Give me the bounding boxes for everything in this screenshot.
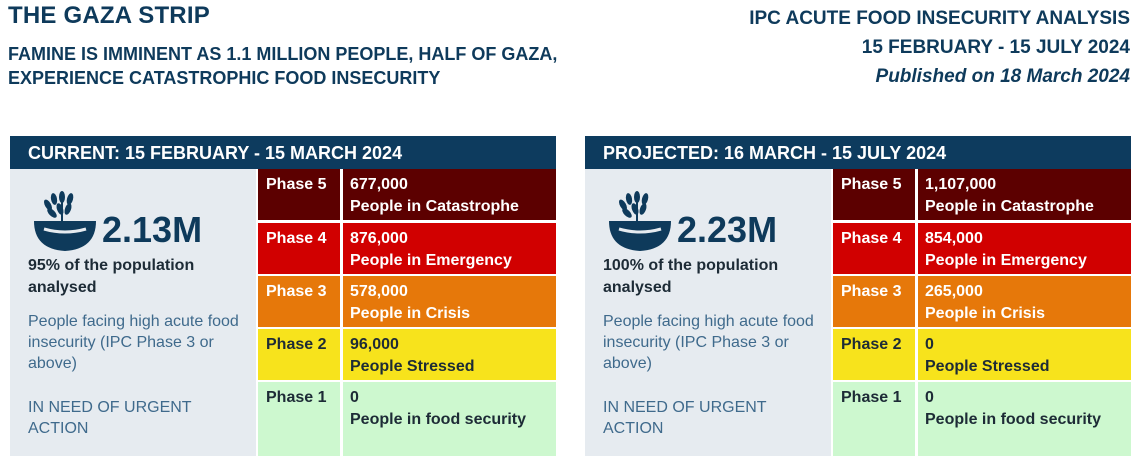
summary-box: 2.23M 100% of the population analysed Pe… (585, 169, 831, 456)
urgent-action-label: IN NEED OF URGENT ACTION (28, 399, 192, 437)
phase-row-3: Phase 3 578,000 People in Crisis (258, 276, 556, 327)
phase-name: Phase 4 (258, 223, 340, 274)
phase-value-cell: 0 People Stressed (918, 329, 1131, 380)
phase-name: Phase 4 (833, 223, 915, 274)
grain-bowl-icon (34, 191, 96, 251)
phase-value-cell: 265,000 People in Crisis (918, 276, 1131, 327)
phase-name: Phase 1 (833, 382, 915, 456)
phase-count: 265,000 (925, 283, 983, 300)
phase-row-1: Phase 1 0 People in food security (258, 382, 556, 456)
grain-bowl-icon (609, 191, 671, 251)
phase-row-4: Phase 4 876,000 People in Emergency (258, 223, 556, 274)
phase-label: People in Emergency (350, 252, 512, 269)
current-panel: CURRENT: 15 FEBRUARY - 15 MARCH 2024 2.1… (10, 136, 556, 456)
facing-description: People facing high acute food insecurity… (28, 313, 239, 372)
phase-label: People in food security (350, 411, 527, 428)
phase-value-cell: 96,000 People Stressed (343, 329, 556, 380)
phase-label: People in Catastrophe (925, 198, 1094, 215)
panel-header: PROJECTED: 16 MARCH - 15 JULY 2024 (585, 136, 1131, 169)
phase-count: 0 (925, 389, 934, 406)
population-percent: 95% of the population analysed (28, 257, 195, 296)
phase-row-1: Phase 1 0 People in food security (833, 382, 1131, 456)
phase-name: Phase 3 (833, 276, 915, 327)
phase-value-cell: 0 People in food security (343, 382, 556, 456)
phase-value-cell: 1,107,000 People in Catastrophe (918, 169, 1131, 220)
phase-value-cell: 578,000 People in Crisis (343, 276, 556, 327)
phase-label: People in Emergency (925, 252, 1087, 269)
phase-table: Phase 5 677,000 People in Catastrophe Pha… (258, 169, 556, 456)
phase-count: 854,000 (925, 230, 983, 247)
phase-name: Phase 2 (258, 329, 340, 380)
phase-count: 0 (925, 336, 934, 353)
phase-count: 578,000 (350, 283, 408, 300)
urgent-action-label: IN NEED OF URGENT ACTION (603, 399, 767, 437)
phase-row-3: Phase 3 265,000 People in Crisis (833, 276, 1131, 327)
phase-name: Phase 2 (833, 329, 915, 380)
published-date: Published on 18 March 2024 (875, 66, 1130, 87)
projected-panel: PROJECTED: 16 MARCH - 15 JULY 2024 2.23M… (585, 136, 1131, 456)
summary-box: 2.13M 95% of the population analysed Peo… (10, 169, 256, 456)
panel-header: CURRENT: 15 FEBRUARY - 15 MARCH 2024 (10, 136, 556, 169)
phase-label: People in Crisis (925, 305, 1046, 322)
phase-count: 0 (350, 389, 359, 406)
phase-count: 876,000 (350, 230, 408, 247)
phase-value-cell: 677,000 People in Catastrophe (343, 169, 556, 220)
page-title: THE GAZA STRIP (8, 2, 210, 29)
phase-name: Phase 3 (258, 276, 340, 327)
phase-name: Phase 1 (258, 382, 340, 456)
analysis-title: IPC ACUTE FOOD INSECURITY ANALYSIS (749, 8, 1130, 29)
phase-label: People Stressed (350, 358, 475, 375)
phase-row-2: Phase 2 96,000 People Stressed (258, 329, 556, 380)
population-percent: 100% of the population analysed (603, 257, 779, 296)
phase-name: Phase 5 (258, 169, 340, 220)
phase-label: People in food security (925, 411, 1102, 428)
page-subtitle: FAMINE IS IMMINENT AS 1.1 MILLION PEOPLE… (8, 44, 558, 88)
phase-value-cell: 854,000 People in Emergency (918, 223, 1131, 274)
phase-count: 96,000 (350, 336, 399, 353)
phase-label: People in Catastrophe (350, 198, 519, 215)
phase-name: Phase 5 (833, 169, 915, 220)
analysis-period: 15 FEBRUARY - 15 JULY 2024 (861, 37, 1130, 58)
phase-label: People Stressed (925, 358, 1050, 375)
facing-description: People facing high acute food insecurity… (603, 313, 814, 372)
phase-row-2: Phase 2 0 People Stressed (833, 329, 1131, 380)
total-number: 2.23M (677, 209, 778, 250)
phase-row-5: Phase 5 677,000 People in Catastrophe (258, 169, 556, 220)
total-number: 2.13M (102, 209, 203, 250)
phase-table: Phase 5 1,107,000 People in Catastrophe P… (833, 169, 1131, 456)
phase-row-4: Phase 4 854,000 People in Emergency (833, 223, 1131, 274)
phase-value-cell: 876,000 People in Emergency (343, 223, 556, 274)
analysis-heading: IPC ACUTE FOOD INSECURITY ANALYSIS 15 FE… (749, 4, 1130, 91)
phase-row-5: Phase 5 1,107,000 People in Catastrophe (833, 169, 1131, 220)
phase-count: 677,000 (350, 176, 408, 193)
phase-count: 1,107,000 (925, 176, 997, 193)
phase-label: People in Crisis (350, 305, 471, 322)
phase-value-cell: 0 People in food security (918, 382, 1131, 456)
